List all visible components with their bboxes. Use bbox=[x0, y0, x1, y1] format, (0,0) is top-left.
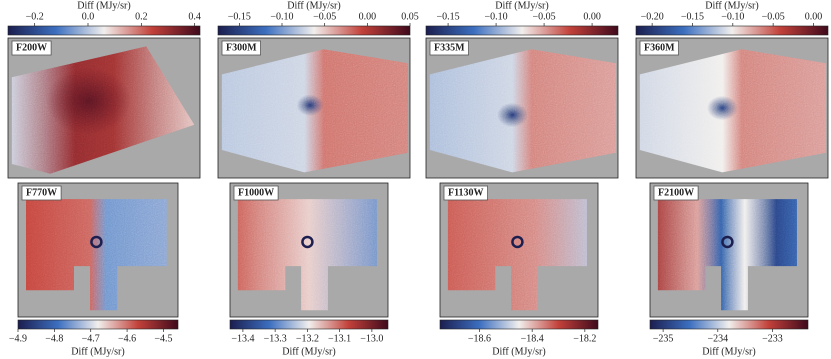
colorbar bbox=[649, 319, 809, 330]
colorbar-tick-label: 0.4 bbox=[188, 11, 201, 22]
colorbar-label: Diff (MJy/sr) bbox=[705, 0, 758, 11]
colorbar-tick-label: −13.3 bbox=[264, 333, 287, 344]
panel-title-box bbox=[21, 185, 62, 201]
image-noise bbox=[429, 49, 617, 173]
panel-title-box bbox=[11, 40, 52, 56]
image-frame bbox=[425, 37, 619, 179]
panel-title: F335M bbox=[434, 42, 465, 53]
colorbar-tick-label: −4.8 bbox=[45, 333, 63, 344]
image-feature bbox=[90, 235, 103, 249]
colorbar-tick-label: −235 bbox=[653, 333, 674, 344]
colorbar-tick-label: −4.5 bbox=[154, 333, 172, 344]
colorbar-tick-label: 0.00 bbox=[359, 11, 377, 22]
colorbar bbox=[635, 25, 829, 36]
colorbar-tick-label: 0.05 bbox=[401, 11, 419, 22]
colorbar bbox=[425, 25, 619, 36]
colorbar-tick-label: −4.6 bbox=[118, 333, 136, 344]
colorbar-tick-label: 0.0 bbox=[82, 11, 95, 22]
panel-title-box bbox=[221, 40, 261, 56]
colorbar-label: Diff (MJy/sr) bbox=[492, 346, 545, 357]
image-map bbox=[639, 49, 827, 173]
colorbar-tick-label: −18.6 bbox=[468, 333, 491, 344]
panel-title-box bbox=[653, 185, 699, 201]
colorbar-tick-label: −4.9 bbox=[9, 333, 27, 344]
panel-title: F300M bbox=[226, 42, 257, 53]
colorbar-label: Diff (MJy/sr) bbox=[287, 0, 340, 11]
colorbar-label: Diff (MJy/sr) bbox=[71, 346, 124, 357]
panel-title: F2100W bbox=[658, 187, 694, 198]
panel-title-box bbox=[429, 40, 469, 56]
colorbar bbox=[7, 25, 201, 36]
colorbar-label: Diff (MJy/sr) bbox=[702, 346, 755, 357]
colorbar-tick-label: −233 bbox=[762, 333, 783, 344]
colorbar-tick-label: −13.4 bbox=[231, 333, 254, 344]
image-frame bbox=[17, 182, 179, 318]
colorbar-tick-label: −0.10 bbox=[721, 11, 744, 22]
panel-title: F1000W bbox=[238, 187, 274, 198]
image-frame bbox=[635, 37, 829, 179]
colorbar-tick-label: −0.20 bbox=[641, 11, 664, 22]
panel-title: F200W bbox=[16, 42, 47, 53]
colorbar-tick-label: −0.15 bbox=[437, 11, 460, 22]
panel-title-box bbox=[639, 40, 679, 56]
panel-title: F1130W bbox=[448, 187, 484, 198]
image-map bbox=[221, 49, 409, 173]
colorbar bbox=[229, 319, 389, 330]
image-frame bbox=[439, 182, 599, 318]
panel-title: F360M bbox=[644, 42, 675, 53]
image-frame bbox=[649, 182, 809, 318]
colorbar-tick-label: −13.0 bbox=[360, 333, 383, 344]
image-frame bbox=[229, 182, 389, 318]
colorbar-tick-label: 0.00 bbox=[583, 11, 601, 22]
image-map bbox=[429, 49, 617, 173]
colorbar-tick-label: −0.05 bbox=[313, 11, 336, 22]
colorbar-label: Diff (MJy/sr) bbox=[282, 346, 335, 357]
colorbar-tick-label: −13.1 bbox=[328, 333, 351, 344]
colorbar-tick-label: −13.2 bbox=[296, 333, 319, 344]
colorbar bbox=[439, 319, 599, 330]
image-noise bbox=[221, 49, 409, 173]
image-feature bbox=[721, 235, 734, 249]
colorbar-tick-label: −0.05 bbox=[533, 11, 556, 22]
panel-title-box bbox=[233, 185, 279, 201]
colorbar bbox=[217, 25, 411, 36]
colorbar-tick-label: 0.00 bbox=[805, 11, 823, 22]
colorbar-tick-label: −0.10 bbox=[270, 11, 293, 22]
image-frame bbox=[217, 37, 411, 179]
colorbar bbox=[17, 319, 179, 330]
image-feature bbox=[301, 235, 314, 249]
colorbar-label: Diff (MJy/sr) bbox=[495, 0, 548, 11]
image-noise bbox=[639, 49, 827, 173]
colorbar-tick-label: −18.4 bbox=[521, 333, 544, 344]
panel-title: F770W bbox=[26, 187, 57, 198]
panel-title-box bbox=[443, 185, 488, 201]
colorbar-tick-label: −4.7 bbox=[82, 333, 100, 344]
colorbar-tick-label: −234 bbox=[707, 333, 728, 344]
image-frame bbox=[7, 37, 201, 179]
colorbar-tick-label: −0.05 bbox=[762, 11, 785, 22]
colorbar-tick-label: −0.2 bbox=[26, 11, 44, 22]
colorbar-tick-label: −18.2 bbox=[573, 333, 596, 344]
colorbar-tick-label: −0.15 bbox=[228, 11, 251, 22]
colorbar-label: Diff (MJy/sr) bbox=[77, 0, 130, 11]
image-feature bbox=[511, 235, 524, 249]
colorbar-tick-label: −0.10 bbox=[485, 11, 508, 22]
colorbar-tick-label: 0.2 bbox=[135, 11, 148, 22]
colorbar-tick-label: −0.15 bbox=[681, 11, 704, 22]
